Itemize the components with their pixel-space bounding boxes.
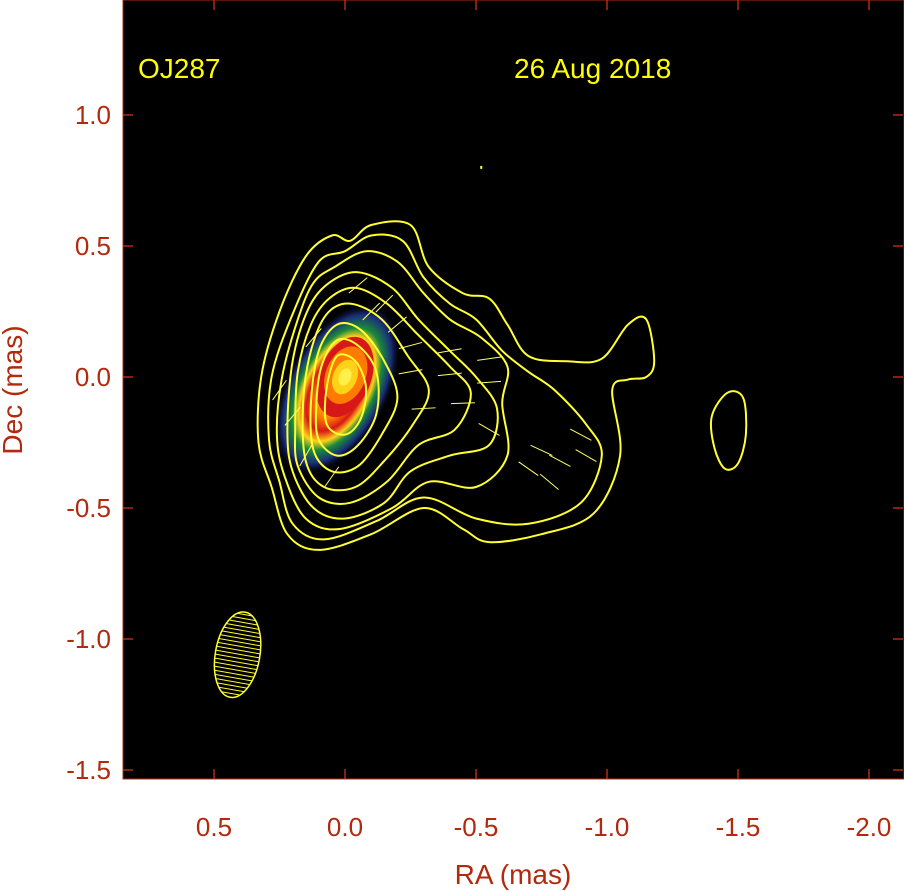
evpa-vector	[305, 328, 322, 348]
evpa-vector	[398, 369, 423, 375]
x-tick-label: -1.0	[585, 812, 630, 842]
evpa-vector	[324, 466, 340, 487]
evpa-vector	[575, 449, 597, 463]
evpa-vector	[478, 422, 500, 436]
contour-lines	[256, 220, 748, 551]
evpa-vector	[284, 406, 301, 426]
y-tick-label: -1.0	[66, 624, 111, 654]
y-tick-label: -1.5	[66, 755, 111, 785]
y-tick-label: 0.0	[75, 362, 111, 392]
evpa-vector	[518, 461, 539, 476]
x-tick-label: -2.0	[847, 812, 892, 842]
contour-level-1	[256, 220, 656, 551]
evpa-vector	[411, 407, 436, 410]
evpa-vectors	[272, 277, 597, 490]
x-tick-label: 0.0	[327, 812, 363, 842]
date-label: 26 Aug 2018	[514, 53, 671, 84]
y-tick-label: -0.5	[66, 493, 111, 523]
plot-frame	[122, 0, 904, 780]
evpa-vector	[450, 402, 475, 405]
beam-ellipse-shape	[213, 611, 262, 699]
stray-point	[480, 165, 483, 169]
contour-level-4	[286, 271, 499, 520]
beam-ellipse	[213, 611, 262, 699]
evpa-vector	[362, 302, 381, 321]
contour-level-9	[323, 353, 368, 436]
plot-area	[213, 165, 748, 699]
y-tick-label: 0.5	[75, 231, 111, 261]
evpa-vector	[398, 341, 423, 350]
x-tick-label: 0.5	[196, 812, 232, 842]
evpa-vector	[569, 428, 592, 441]
evpa-vector	[348, 277, 368, 294]
contour-level-3	[275, 250, 510, 531]
contour-level-2	[267, 233, 603, 541]
x-tick-label: -0.5	[454, 812, 499, 842]
x-axis-ticks: 0.5 0.0 -0.5 -1.0 -1.5 -2.0	[196, 0, 891, 842]
contour-level-10	[709, 390, 748, 471]
x-tick-label: -1.5	[716, 812, 761, 842]
source-label: OJ287	[138, 53, 221, 84]
contour-level-8	[314, 337, 380, 457]
core-intensity-peak	[338, 368, 352, 386]
y-axis-label: Dec (mas)	[0, 325, 28, 454]
contour-level-7	[309, 322, 399, 474]
evpa-vector	[375, 294, 394, 313]
evpa-vector	[437, 348, 462, 354]
y-tick-label: 1.0	[75, 100, 111, 130]
y-axis-ticks: 1.0 0.5 0.0 -0.5 -1.0 -1.5	[66, 100, 903, 785]
evpa-vector	[272, 379, 287, 401]
evpa-vector	[477, 356, 502, 361]
evpa-vector	[299, 444, 313, 467]
contour-level-6	[301, 302, 430, 492]
evpa-vector	[530, 444, 553, 456]
stray-points	[480, 165, 483, 169]
evpa-vector	[477, 380, 502, 384]
evpa-vector	[549, 454, 571, 467]
contour-level-5	[293, 286, 472, 505]
evpa-vector	[539, 473, 559, 490]
x-axis-label: RA (mas)	[455, 859, 572, 890]
evpa-vector	[387, 316, 407, 333]
evpa-vector	[437, 372, 462, 377]
